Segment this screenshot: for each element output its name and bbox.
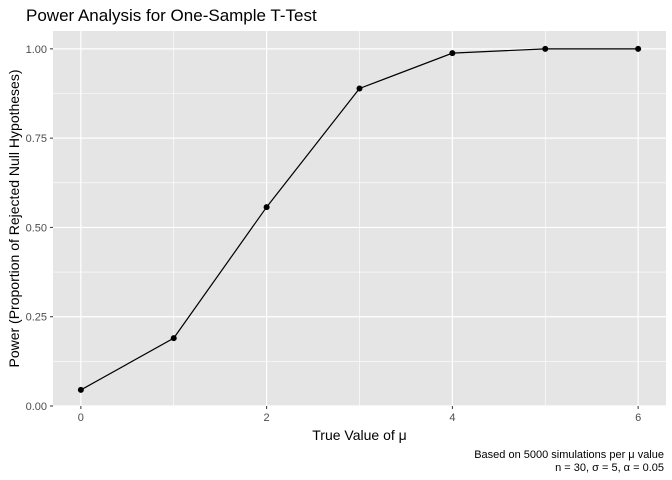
y-tick-label: 0.25 [26, 312, 47, 324]
data-point [356, 85, 363, 92]
x-tick-label: 6 [635, 412, 641, 424]
data-point [635, 45, 642, 52]
caption-line-2: n = 30, σ = 5, α = 0.05 [555, 462, 664, 474]
data-point [77, 386, 84, 393]
minor-gridlines [53, 31, 666, 406]
x-tick-label: 0 [78, 412, 84, 424]
data-point [449, 50, 456, 57]
chart-title: Power Analysis for One-Sample T-Test [26, 6, 317, 25]
y-tick-label: 0.00 [26, 401, 47, 413]
y-tick-label: 0.75 [26, 133, 47, 145]
x-tick-labels: 0 2 4 6 [78, 412, 641, 424]
caption-line-1: Based on 5000 simulations per μ value [474, 449, 664, 461]
y-tick-label: 1.00 [26, 44, 47, 56]
x-tick-label: 4 [449, 412, 455, 424]
series-layer [77, 45, 642, 393]
data-point [263, 204, 270, 211]
data-point [170, 335, 177, 342]
y-axis-title: Power (Proportion of Rejected Null Hypot… [6, 69, 22, 367]
x-axis-title: True Value of μ [312, 427, 406, 443]
y-tick-labels: 0.00 0.25 0.50 0.75 1.00 [26, 44, 47, 413]
data-point [542, 45, 549, 52]
major-gridlines [53, 31, 666, 407]
x-tick-label: 2 [264, 412, 270, 424]
axis-ticks [50, 48, 639, 409]
y-tick-label: 0.50 [26, 222, 47, 234]
